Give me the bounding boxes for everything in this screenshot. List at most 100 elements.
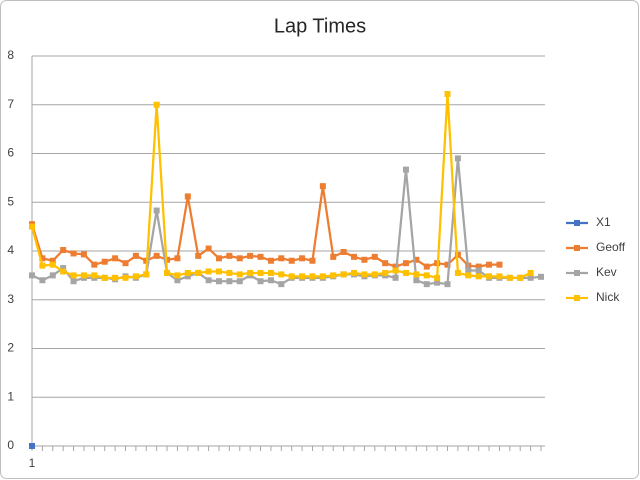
point-marker (309, 273, 316, 280)
point-marker (184, 273, 191, 280)
point-marker (299, 273, 306, 280)
point-marker (91, 272, 98, 279)
point-marker (486, 261, 493, 268)
point-marker (174, 272, 181, 279)
point-marker (184, 269, 191, 276)
point-marker (361, 256, 368, 263)
point-marker (174, 255, 181, 262)
legend-marker (574, 270, 580, 276)
point-marker (101, 274, 108, 281)
point-marker (267, 277, 274, 284)
point-marker (247, 269, 254, 276)
y-tick-label: 2 (7, 341, 14, 355)
legend-label: Kev (596, 265, 617, 279)
point-marker (257, 253, 264, 260)
point-marker (267, 257, 274, 264)
point-marker (413, 271, 420, 278)
point-marker (29, 443, 35, 449)
point-marker (454, 269, 461, 276)
point-marker (413, 277, 420, 284)
y-tick-label: 7 (7, 97, 14, 111)
point-marker (236, 278, 243, 285)
point-marker (527, 269, 534, 276)
point-marker (236, 255, 243, 262)
point-marker (70, 250, 77, 257)
legend-label: X1 (596, 215, 611, 229)
point-marker (413, 256, 420, 263)
point-marker (434, 274, 441, 281)
legend-label: Nick (596, 290, 620, 304)
legend-marker (574, 220, 580, 226)
point-marker (496, 261, 503, 268)
y-tick-label: 4 (7, 243, 14, 257)
point-marker (101, 258, 108, 265)
point-marker (319, 273, 326, 280)
point-marker (444, 91, 451, 98)
point-marker (29, 223, 35, 230)
point-marker (278, 271, 285, 278)
point-marker (49, 257, 56, 264)
point-marker (205, 245, 212, 252)
point-marker (257, 278, 264, 285)
point-marker (351, 269, 358, 276)
point-marker (330, 253, 337, 260)
y-tick-label: 1 (7, 389, 14, 403)
point-marker (60, 268, 67, 275)
point-marker (60, 247, 67, 254)
point-marker (153, 207, 160, 214)
x-tick-label: 1 (29, 456, 36, 470)
y-tick-label: 6 (7, 146, 14, 160)
point-marker (132, 273, 139, 280)
point-marker (278, 281, 285, 288)
point-marker (423, 281, 430, 288)
legend-marker (574, 245, 580, 251)
point-marker (247, 252, 254, 259)
point-marker (392, 267, 399, 274)
point-marker (49, 272, 56, 279)
point-marker (382, 269, 389, 276)
point-marker (184, 193, 191, 200)
point-marker (205, 277, 212, 284)
point-marker (434, 279, 441, 286)
point-marker (195, 252, 202, 259)
point-marker (465, 272, 472, 279)
point-marker (153, 252, 160, 259)
point-marker (538, 273, 544, 280)
point-marker (288, 257, 295, 264)
point-marker (444, 281, 451, 288)
point-marker (39, 262, 46, 269)
point-marker (382, 260, 389, 267)
point-marker (371, 271, 378, 278)
point-marker (423, 263, 430, 270)
y-tick-label: 8 (7, 48, 14, 62)
point-marker (288, 273, 295, 280)
point-marker (257, 269, 264, 276)
point-marker (143, 271, 150, 278)
point-marker (164, 269, 171, 276)
point-marker (112, 255, 119, 262)
point-marker (351, 253, 358, 260)
point-marker (80, 272, 87, 279)
point-marker (226, 278, 233, 285)
point-marker (39, 277, 46, 284)
point-marker (215, 255, 222, 262)
point-marker (267, 269, 274, 276)
point-marker (112, 274, 119, 281)
point-marker (132, 252, 139, 259)
point-marker (475, 267, 482, 274)
point-marker (517, 274, 524, 281)
point-marker (153, 101, 160, 108)
point-marker (527, 274, 534, 281)
point-marker (70, 272, 77, 279)
point-marker (299, 255, 306, 262)
y-tick-label: 3 (7, 292, 14, 306)
point-marker (371, 253, 378, 260)
point-marker (278, 255, 285, 262)
point-marker (80, 251, 87, 258)
point-marker (475, 263, 482, 270)
point-marker (29, 272, 35, 279)
point-marker (330, 272, 337, 279)
point-marker (226, 252, 233, 259)
